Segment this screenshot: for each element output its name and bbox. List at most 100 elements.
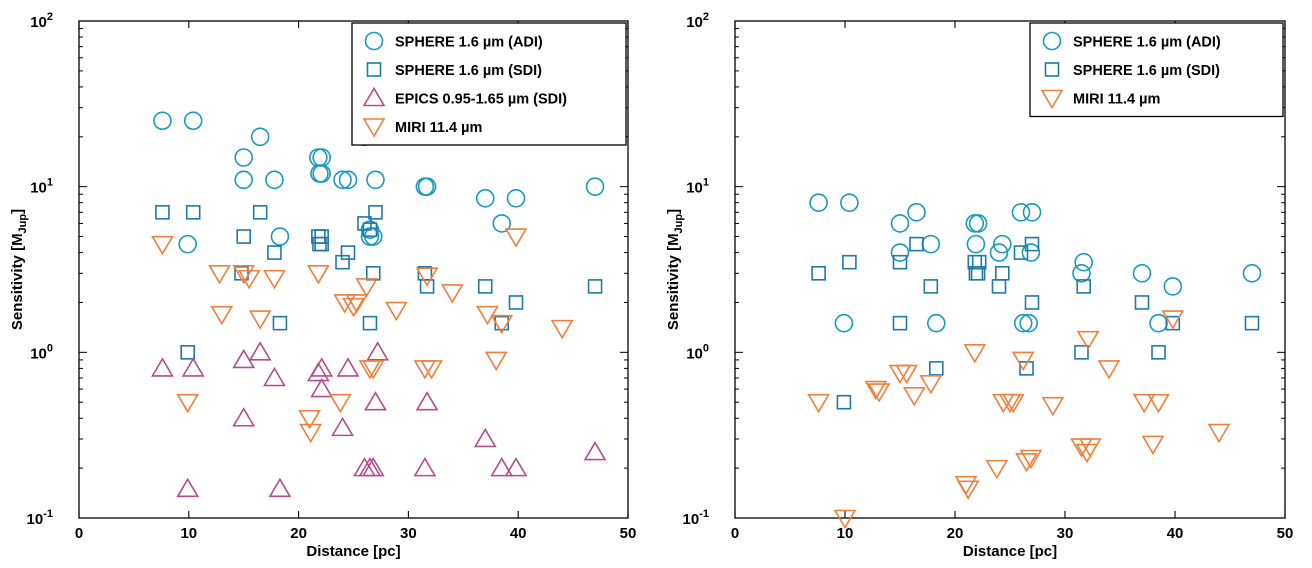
data-point xyxy=(314,236,329,252)
data-point xyxy=(890,243,910,262)
data-point xyxy=(1078,438,1102,458)
data-point xyxy=(909,236,924,252)
data-point xyxy=(310,357,334,377)
data-point xyxy=(1076,330,1100,351)
data-point xyxy=(361,457,385,477)
data-point xyxy=(907,203,926,222)
data-point xyxy=(504,228,528,248)
data-point xyxy=(506,189,526,208)
data-point xyxy=(867,383,891,403)
x-tick-label: 0 xyxy=(75,525,83,542)
data-point xyxy=(232,407,256,427)
x-tick-label: 30 xyxy=(1057,525,1074,542)
x-tick-label: 30 xyxy=(400,525,417,542)
data-point xyxy=(1015,452,1038,473)
data-point xyxy=(440,284,464,304)
data-point xyxy=(1165,315,1181,331)
x-tick-label: 40 xyxy=(1167,525,1184,542)
data-point xyxy=(834,313,854,333)
x-axis-label: Distance [pc] xyxy=(963,543,1057,560)
data-point xyxy=(583,440,607,461)
data-point xyxy=(587,279,603,294)
data-point xyxy=(1019,313,1038,333)
legend-label: SPHERE 1.6 µm (SDI) xyxy=(1073,63,1220,79)
data-point xyxy=(333,170,352,190)
legend: SPHERE 1.6 µm (ADI) SPHERE 1.6 µm (SDI) EP… xyxy=(351,22,627,146)
x-tick-label: 50 xyxy=(620,525,637,542)
data-point xyxy=(299,423,323,444)
data-point xyxy=(306,264,330,285)
data-point xyxy=(475,189,495,208)
data-point xyxy=(183,111,203,131)
data-point xyxy=(210,305,234,326)
series-triangle-up xyxy=(151,341,607,498)
legend-marker xyxy=(1040,89,1064,110)
data-point xyxy=(384,301,408,322)
legend-box xyxy=(351,22,627,146)
data-point xyxy=(492,214,512,233)
data-point xyxy=(840,193,859,213)
data-point xyxy=(963,344,987,364)
y-tick-label: 102 xyxy=(686,11,709,31)
data-point xyxy=(232,348,256,369)
data-point xyxy=(1024,236,1040,252)
x-tick-label: 10 xyxy=(837,525,854,542)
data-point xyxy=(490,457,514,477)
legend-marker xyxy=(362,118,386,138)
data-point xyxy=(864,380,888,401)
legend-marker xyxy=(1044,62,1060,77)
legend-label: SPHERE 1.6 µm (SDI) xyxy=(395,63,542,79)
legend-label: SPHERE 1.6 µm (ADI) xyxy=(395,35,543,51)
y-tick-label: 100 xyxy=(686,342,709,362)
series-square xyxy=(811,236,1260,410)
data-point xyxy=(919,375,943,395)
data-point xyxy=(1161,310,1185,330)
data-point xyxy=(1041,396,1065,417)
data-point xyxy=(1001,393,1025,414)
data-point xyxy=(180,345,196,360)
chart-panel-1: 0 10 20 30 40 50 10-1 100 101 102 Distance [pc] Sen… xyxy=(9,11,636,560)
data-point xyxy=(550,319,574,340)
data-point xyxy=(366,170,385,190)
legend-marker xyxy=(362,86,386,107)
data-point xyxy=(208,264,231,285)
series-triangle-down xyxy=(807,310,1231,530)
data-point xyxy=(298,409,321,430)
data-point xyxy=(473,427,497,448)
data-point xyxy=(252,205,268,220)
data-point xyxy=(1163,277,1183,296)
data-point xyxy=(1151,345,1166,360)
legend-marker xyxy=(366,62,382,77)
data-point xyxy=(926,313,946,333)
data-point xyxy=(361,360,385,380)
data-point xyxy=(236,229,251,244)
data-point xyxy=(420,360,443,380)
x-tick-label: 10 xyxy=(180,525,197,542)
data-point xyxy=(968,214,988,233)
data-point xyxy=(417,177,437,196)
data-point xyxy=(504,457,528,477)
legend-label: MIRI 11.4 µm xyxy=(395,120,482,136)
data-point xyxy=(1013,313,1033,333)
data-point xyxy=(1074,345,1089,360)
data-point xyxy=(1021,243,1041,262)
data-point xyxy=(1013,245,1029,260)
data-point xyxy=(335,254,350,270)
x-tick-label: 40 xyxy=(510,525,527,542)
series-square xyxy=(155,205,603,360)
data-point xyxy=(333,294,357,314)
series-circle xyxy=(809,193,1262,333)
data-point xyxy=(994,265,1010,281)
data-point xyxy=(1132,263,1152,283)
data-point xyxy=(248,341,272,361)
data-point xyxy=(331,416,354,437)
data-point xyxy=(270,227,290,246)
data-point xyxy=(956,480,980,500)
data-point xyxy=(268,477,292,498)
data-point xyxy=(477,279,493,294)
data-point xyxy=(1019,449,1043,470)
data-point xyxy=(902,387,926,407)
data-point xyxy=(340,245,356,260)
data-point xyxy=(836,394,852,410)
legend-box xyxy=(1029,22,1284,118)
